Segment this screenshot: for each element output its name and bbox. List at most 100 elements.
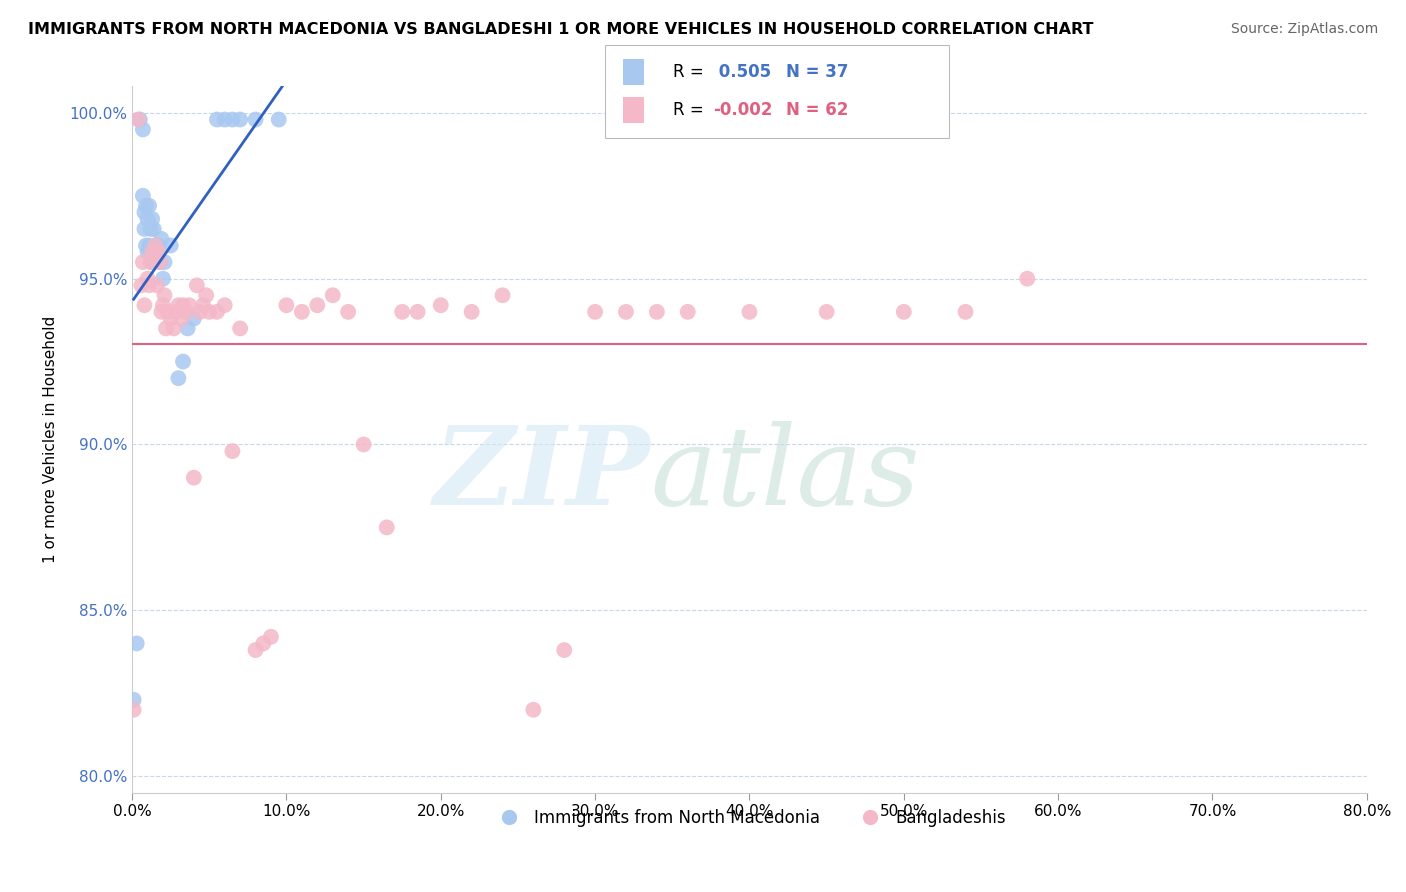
Point: [138, 199, 160, 213]
Point: [191, 298, 214, 312]
Point: [337, 305, 360, 319]
Point: [307, 298, 329, 312]
Point: [260, 630, 283, 644]
Point: [188, 305, 211, 319]
Point: [150, 305, 173, 319]
Point: [148, 245, 170, 260]
Point: [955, 305, 977, 319]
Point: [135, 238, 157, 252]
Point: [131, 278, 153, 293]
Text: IMMIGRANTS FROM NORTH MACEDONIA VS BANGLADESHI 1 OR MORE VEHICLES IN HOUSEHOLD C: IMMIGRANTS FROM NORTH MACEDONIA VS BANGL…: [28, 22, 1094, 37]
Point: [406, 305, 429, 319]
Point: [136, 245, 159, 260]
Point: [136, 271, 159, 285]
Point: [141, 212, 163, 227]
Point: [139, 245, 162, 260]
Point: [127, 112, 149, 127]
Point: [183, 311, 205, 326]
Point: [122, 703, 145, 717]
Text: -0.002: -0.002: [713, 101, 772, 119]
Point: [229, 321, 252, 335]
Point: [139, 255, 162, 269]
Text: Source: ZipAtlas.com: Source: ZipAtlas.com: [1230, 22, 1378, 37]
Point: [163, 321, 186, 335]
Point: [322, 288, 344, 302]
Point: [205, 305, 228, 319]
Point: [146, 278, 169, 293]
Text: N = 62: N = 62: [786, 101, 848, 119]
Point: [141, 245, 163, 260]
Text: ZIP: ZIP: [434, 421, 651, 529]
Point: [893, 305, 915, 319]
Point: [156, 305, 179, 319]
Point: [179, 298, 201, 312]
Point: [614, 305, 637, 319]
Point: [141, 255, 163, 269]
Point: [195, 288, 218, 302]
Point: [159, 311, 181, 326]
Text: R =: R =: [673, 63, 710, 81]
Point: [172, 354, 194, 368]
Point: [134, 298, 156, 312]
Point: [815, 305, 838, 319]
Point: [391, 305, 413, 319]
Point: [583, 305, 606, 319]
Point: [155, 321, 177, 335]
Point: [146, 245, 169, 260]
Point: [159, 238, 181, 252]
Point: [460, 305, 482, 319]
Point: [214, 112, 236, 127]
Point: [174, 305, 197, 319]
Point: [143, 238, 166, 252]
Point: [142, 222, 165, 236]
Point: [134, 222, 156, 236]
Point: [143, 238, 166, 252]
Point: [136, 212, 159, 227]
Point: [132, 122, 155, 136]
Point: [167, 298, 190, 312]
Text: atlas: atlas: [651, 421, 921, 529]
Point: [353, 437, 375, 451]
Point: [134, 205, 156, 219]
Point: [1017, 271, 1039, 285]
Text: N = 37: N = 37: [786, 63, 848, 81]
Point: [165, 305, 187, 319]
Point: [125, 636, 148, 650]
Legend: Immigrants from North Macedonia, Bangladeshis: Immigrants from North Macedonia, Banglad…: [486, 803, 1012, 834]
Point: [138, 238, 160, 252]
Point: [172, 298, 194, 312]
Point: [186, 278, 208, 293]
Point: [267, 112, 290, 127]
Point: [291, 305, 314, 319]
Point: [149, 255, 172, 269]
Point: [645, 305, 668, 319]
Point: [245, 112, 267, 127]
Point: [738, 305, 761, 319]
Point: [135, 199, 157, 213]
Point: [522, 703, 544, 717]
Point: [221, 444, 243, 458]
Point: [198, 305, 221, 319]
Point: [150, 232, 173, 246]
Point: [139, 222, 162, 236]
Point: [229, 112, 252, 127]
Point: [152, 298, 174, 312]
Point: [153, 255, 176, 269]
Point: [375, 520, 398, 534]
Point: [170, 311, 193, 326]
Point: [252, 636, 274, 650]
Point: [153, 288, 176, 302]
Point: [205, 112, 228, 127]
Point: [138, 278, 160, 293]
Point: [245, 643, 267, 657]
Point: [553, 643, 575, 657]
Text: R =: R =: [673, 101, 710, 119]
Point: [132, 255, 155, 269]
Point: [221, 112, 243, 127]
Point: [176, 321, 198, 335]
Point: [128, 112, 150, 127]
Point: [276, 298, 298, 312]
Point: [183, 470, 205, 484]
Point: [122, 693, 145, 707]
Point: [149, 255, 172, 269]
